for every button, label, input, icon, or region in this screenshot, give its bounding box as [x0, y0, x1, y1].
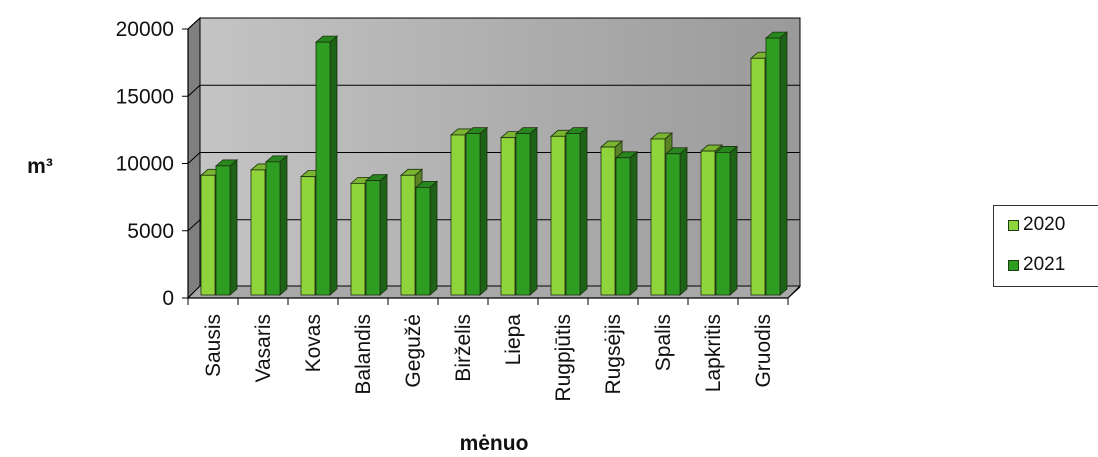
legend-item-2020: 2020: [1008, 214, 1065, 236]
x-tick-label: Rugpjūtis: [552, 314, 575, 402]
bar-2021-5: [464, 126, 489, 296]
bar-2021-11: [764, 31, 789, 296]
y-axis-label: m³: [27, 155, 53, 178]
gridline-side: [187, 17, 201, 30]
legend-label-2020: 2020: [1023, 214, 1066, 235]
y-tick-label: 0: [162, 287, 174, 310]
bar-2021-10: [714, 145, 739, 296]
x-tick-label: Balandis: [352, 314, 375, 395]
gridline-side: [187, 219, 201, 232]
bar-2021-9: [664, 146, 689, 296]
x-axis-label: mėnuo: [460, 432, 529, 455]
x-tick-label: Rugsėjis: [602, 314, 625, 395]
gridline-side: [187, 84, 201, 97]
y-tick-label: 20000: [116, 18, 174, 41]
bar-2021-1: [264, 154, 289, 296]
x-axis-edge: [787, 286, 801, 299]
legend-swatch-2020: [1008, 219, 1019, 231]
gridlines: [187, 17, 800, 232]
x-tick-label: Gruodis: [752, 314, 775, 388]
x-tick-label: Spalis: [652, 314, 675, 371]
legend-item-2021: 2021: [1008, 254, 1065, 276]
bar-2021-6: [514, 126, 539, 296]
x-tick-label: Lapkritis: [702, 314, 725, 392]
legend: 2020 2021: [993, 205, 1098, 287]
x-tick-label: Birželis: [452, 314, 475, 382]
legend-swatch-2021: [1008, 259, 1019, 271]
y-tick-label: 5000: [127, 220, 174, 243]
x-tick-label: Vasaris: [252, 314, 275, 382]
x-tick-label: Kovas: [302, 314, 325, 372]
bars: [199, 31, 789, 296]
x-axis: Sausis Vasaris Kovas Balandis Gegužė Birželis…: [187, 286, 801, 402]
gridline-side: [187, 152, 201, 164]
bar-2021-3: [364, 173, 389, 296]
x-tick-label: Sausis: [202, 314, 225, 377]
y-tick-label: 10000: [116, 153, 174, 176]
y-tick-label: 15000: [116, 85, 174, 108]
bar-2021-0: [214, 159, 239, 296]
x-tick-label: Liepa: [502, 314, 525, 366]
legend-label-2021: 2021: [1023, 254, 1066, 275]
bar-2021-2: [314, 35, 339, 296]
bar-2021-8: [614, 150, 639, 296]
bar-2021-7: [564, 126, 589, 296]
x-tick-label: Gegužė: [402, 314, 425, 388]
y-axis: 0 5000 10000 15000 20000: [116, 18, 189, 310]
bar-2021-4: [414, 180, 439, 296]
